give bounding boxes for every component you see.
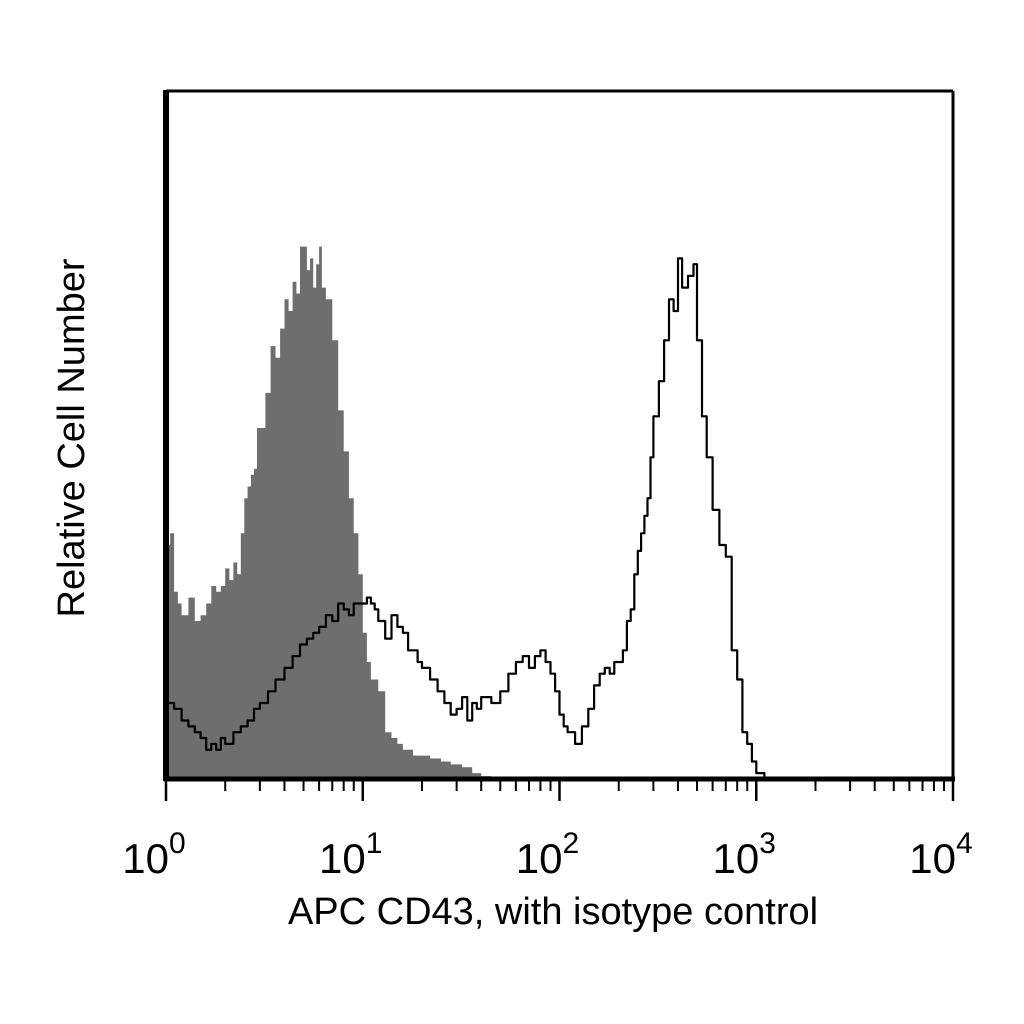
series-layer [166,246,953,781]
x-tick-label: 103 [713,827,776,882]
y-axis-label: Relative Cell Number [51,258,93,617]
x-tick-label-base: 10 [909,835,956,882]
x-tick-label-exponent: 3 [759,827,776,860]
x-tick-label: 102 [516,827,579,882]
x-tick-label-exponent: 1 [366,827,383,860]
x-tick-label: 101 [319,827,382,882]
x-tick-label-base: 10 [516,835,563,882]
isotype-control-histogram [166,246,492,780]
x-tick-label-base: 10 [319,835,366,882]
x-tick-label-exponent: 2 [563,827,580,860]
x-axis-label: APC CD43, with isotype control [288,891,818,933]
x-tick-label-base: 10 [713,835,760,882]
x-axis-tick-labels: 100 101 102 103 104 [122,827,972,882]
x-tick-label: 100 [122,827,185,882]
apc-cd43-histogram [166,257,953,781]
x-tick-label-exponent: 0 [169,827,186,860]
x-tick-label-base: 10 [122,835,169,882]
x-tick-label: 104 [909,827,972,882]
x-tick-label-exponent: 4 [956,827,973,860]
x-axis-ticks [164,779,955,801]
